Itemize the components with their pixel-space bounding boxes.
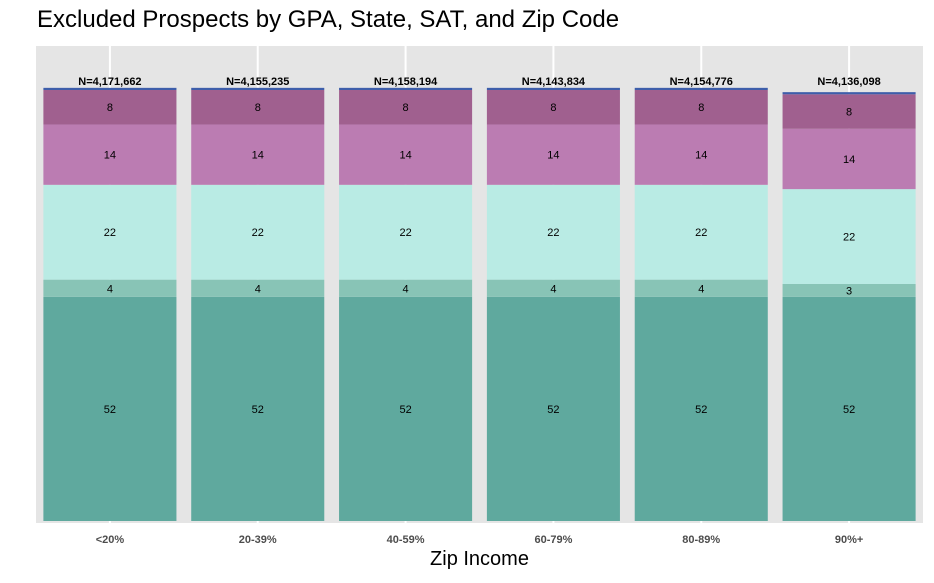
segment-value-label: 14: [843, 154, 855, 166]
bar-segment: [191, 87, 325, 90]
segment-value-label: 8: [107, 102, 113, 114]
bar-total-label: N=4,155,235: [226, 76, 289, 88]
bar-segment: [191, 296, 325, 521]
x-tick-label: 20-39%: [239, 534, 277, 546]
segment-value-label: 14: [252, 150, 264, 162]
bar-segment: [43, 296, 177, 521]
bar-total-label: N=4,154,776: [670, 76, 733, 88]
bar-segment: [782, 94, 916, 129]
x-tick-labels: <20% 20-39% 40-59% 60-79% 80-89% 90%+: [96, 534, 864, 546]
bar-segment: [191, 279, 325, 297]
bar-segment: [191, 90, 325, 125]
bar-segment: [339, 296, 473, 521]
segment-value-label: 4: [698, 283, 704, 295]
x-tick-label: <20%: [96, 534, 125, 546]
bar-segment: [43, 279, 177, 297]
bar-segment: [43, 184, 177, 280]
bar-segment: [634, 184, 768, 280]
segment-value-label: 4: [107, 283, 113, 295]
plot-panel: [36, 46, 923, 523]
segment-value-label: 4: [550, 283, 556, 295]
bars: [43, 87, 916, 521]
bar-segment: [43, 90, 177, 125]
segment-value-label: 8: [846, 107, 852, 119]
bar-segment: [486, 296, 620, 521]
bar-segment: [782, 92, 916, 95]
segment-value-label: 52: [399, 404, 411, 416]
bar-total-label: N=4,136,098: [817, 76, 880, 88]
segment-value-label: 8: [550, 102, 556, 114]
bar-total-label: N=4,171,662: [78, 76, 141, 88]
segment-value-label: 22: [843, 232, 855, 244]
bar-total-label: N=4,158,194: [374, 76, 438, 88]
x-tick-label: 90%+: [835, 534, 863, 546]
segment-value-label: 22: [695, 227, 707, 239]
bar-segment: [634, 90, 768, 125]
bar-segment: [634, 279, 768, 297]
x-tick-label: 40-59%: [387, 534, 425, 546]
segment-value-label: 52: [843, 404, 855, 416]
bar-segment: [486, 184, 620, 280]
bar-segment: [782, 189, 916, 284]
bar-segment: [339, 124, 473, 185]
segment-value-label: 4: [255, 283, 261, 295]
segment-value-label: 22: [399, 227, 411, 239]
chart-title: Excluded Prospects by GPA, State, SAT, a…: [37, 6, 620, 33]
segment-value-label: 14: [547, 150, 559, 162]
segment-value-label: 52: [104, 404, 116, 416]
bar-segment: [486, 279, 620, 297]
bar-segment: [782, 283, 916, 297]
bar-segment: [634, 124, 768, 185]
bar-segment: [339, 279, 473, 297]
segment-value-label: 52: [252, 404, 264, 416]
bar-segment: [486, 90, 620, 125]
bar-segment: [339, 90, 473, 125]
bar-segment: [43, 87, 177, 90]
x-tick-label: 60-79%: [534, 534, 572, 546]
segment-labels: 52 4 22 14 8 N=4,171,662 52 4 22 14 8 N=4,155,235 52…: [78, 76, 880, 416]
segment-value-label: 14: [695, 150, 707, 162]
bar-segment: [191, 124, 325, 185]
segment-value-label: 14: [399, 150, 411, 162]
bar-total-label: N=4,143,834: [522, 76, 586, 88]
x-axis-label: Zip Income: [430, 548, 529, 570]
bar-segment: [43, 124, 177, 185]
segment-value-label: 52: [547, 404, 559, 416]
bar-segment: [634, 87, 768, 90]
bar-segment: [339, 87, 473, 90]
segment-value-label: 8: [403, 102, 409, 114]
bar-segment: [486, 87, 620, 90]
bar-segment: [782, 128, 916, 190]
bar-segment: [339, 184, 473, 280]
bar-segment: [634, 296, 768, 521]
segment-value-label: 22: [104, 227, 116, 239]
bar-segment: [191, 184, 325, 280]
bar-segment: [486, 124, 620, 185]
segment-value-label: 52: [695, 404, 707, 416]
segment-value-label: 8: [698, 102, 704, 114]
bar-segment: [782, 296, 916, 521]
segment-value-label: 22: [252, 227, 264, 239]
segment-value-label: 14: [104, 150, 116, 162]
segment-value-label: 3: [846, 285, 852, 297]
x-tick-label: 80-89%: [682, 534, 720, 546]
segment-value-label: 4: [403, 283, 409, 295]
segment-value-label: 8: [255, 102, 261, 114]
segment-value-label: 22: [547, 227, 559, 239]
